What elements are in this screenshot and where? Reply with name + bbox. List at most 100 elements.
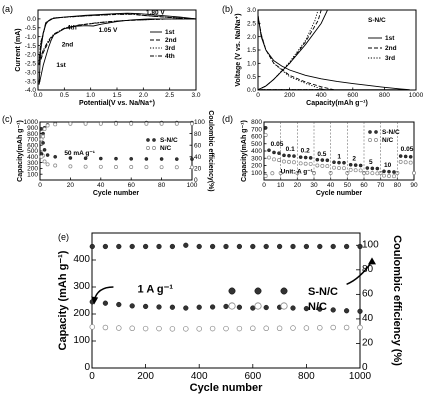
data-point xyxy=(116,325,122,331)
y-tick-label: 900 xyxy=(27,125,38,132)
panel-label: (a) xyxy=(2,4,13,14)
arrow-head xyxy=(368,257,376,265)
y2-tick-label: 100 xyxy=(362,239,379,250)
annotation: 2nd xyxy=(62,41,74,48)
data-point xyxy=(344,243,350,250)
data-point xyxy=(169,304,176,310)
data-point xyxy=(174,165,179,170)
panel-a: (a) 0.0 0.5 1.0 1.5 2.0 2.5 3.0 0.0 -0.5 -1.0 -1.5 -… xyxy=(2,4,201,107)
series-n-c-ce xyxy=(263,171,416,178)
annotation: 5 xyxy=(369,159,373,166)
data-point xyxy=(348,167,353,172)
y-tick-label: -0.5 xyxy=(25,25,37,32)
data-point xyxy=(223,325,229,332)
y-tick-label: 2.5 xyxy=(247,21,256,28)
legend-label: 1st xyxy=(165,29,175,36)
series-n-c xyxy=(263,133,413,179)
data-point xyxy=(290,243,296,250)
annotation: Unit: A g⁻¹ xyxy=(281,168,313,175)
arrow-head xyxy=(91,296,99,305)
data-point xyxy=(53,163,58,168)
data-point xyxy=(276,325,283,332)
data-point xyxy=(196,326,202,332)
data-point xyxy=(41,141,45,145)
data-point xyxy=(129,243,135,250)
data-point xyxy=(303,155,308,160)
data-point xyxy=(357,324,363,331)
data-point xyxy=(330,243,336,250)
data-point xyxy=(263,126,268,130)
data-point xyxy=(358,168,363,173)
annotation: 1.05 V xyxy=(99,27,118,34)
x-tick-label: 2.0 xyxy=(139,92,148,99)
data-point xyxy=(330,307,336,313)
data-point xyxy=(337,160,341,165)
series-s-n-c-ce xyxy=(89,242,363,250)
data-point xyxy=(325,158,330,163)
data-point xyxy=(144,121,149,126)
x-tick-label: 600 xyxy=(244,371,261,382)
legend-label: S-N/C xyxy=(160,137,178,144)
data-point xyxy=(183,326,189,332)
annotation: 1.80 V xyxy=(146,9,165,16)
data-point xyxy=(39,137,44,142)
data-point xyxy=(39,154,44,159)
panel-b: (b) 0 200 400 600 800 1000 0.0 0.5 1.0 1.5 2.0 2.5 3.… xyxy=(222,4,424,107)
series-s-n-c xyxy=(263,126,413,174)
legend-marker xyxy=(228,302,236,310)
data-point xyxy=(365,166,370,170)
data-point xyxy=(183,305,189,311)
legend-marker xyxy=(374,130,378,134)
data-point xyxy=(353,163,358,167)
data-point xyxy=(42,148,47,152)
x-tick-label: 0 xyxy=(38,182,42,189)
y-tick-label: -3.0 xyxy=(25,69,37,76)
x-tick-label: 800 xyxy=(379,92,390,99)
data-point xyxy=(144,165,149,170)
data-point xyxy=(156,325,162,332)
x-tick-label: 0.0 xyxy=(33,92,42,99)
data-point xyxy=(144,157,149,161)
x-tick-label: 800 xyxy=(298,371,315,382)
data-point xyxy=(116,243,122,250)
data-point xyxy=(129,303,135,309)
legend-marker xyxy=(254,302,262,310)
data-point xyxy=(282,159,286,164)
series-s-n-c xyxy=(89,299,363,314)
x-tick-label: 400 xyxy=(191,371,208,382)
data-point xyxy=(337,166,341,170)
legend-marker xyxy=(254,287,262,295)
panel-label: (b) xyxy=(222,4,233,14)
data-point xyxy=(98,164,103,169)
y-tick-label: 0 xyxy=(84,362,90,373)
data-point xyxy=(387,174,391,178)
series-4th xyxy=(38,13,197,62)
y-tick-label: 1.0 xyxy=(247,61,256,68)
data-point xyxy=(223,303,229,310)
data-point xyxy=(344,308,350,314)
y-tick-label: 0.0 xyxy=(247,87,256,94)
legend-marker xyxy=(146,138,150,142)
x-tick-label: 3.0 xyxy=(191,92,200,99)
x-tick-label: 40 xyxy=(97,182,105,189)
series-3rd xyxy=(257,9,325,91)
data-point xyxy=(210,243,216,250)
data-point xyxy=(263,304,269,311)
legend-marker xyxy=(368,130,372,134)
data-point xyxy=(358,163,363,168)
x-tick-label: 0 xyxy=(89,371,95,382)
y-axis-label: Capacity(mAh g⁻¹) xyxy=(241,120,248,182)
data-point xyxy=(159,165,164,170)
y2-tick-label: 100 xyxy=(194,119,205,126)
data-point xyxy=(375,171,380,176)
y-axis-label: Current (mA) xyxy=(15,28,22,71)
data-point xyxy=(174,121,179,126)
y-tick-label: 500 xyxy=(251,141,262,148)
y2-tick-label: 80 xyxy=(362,264,374,275)
data-point xyxy=(114,164,118,169)
legend-marker xyxy=(374,138,378,142)
data-point xyxy=(196,304,202,310)
data-point xyxy=(342,166,346,171)
data-point xyxy=(303,243,310,250)
legend-marker xyxy=(152,138,156,142)
